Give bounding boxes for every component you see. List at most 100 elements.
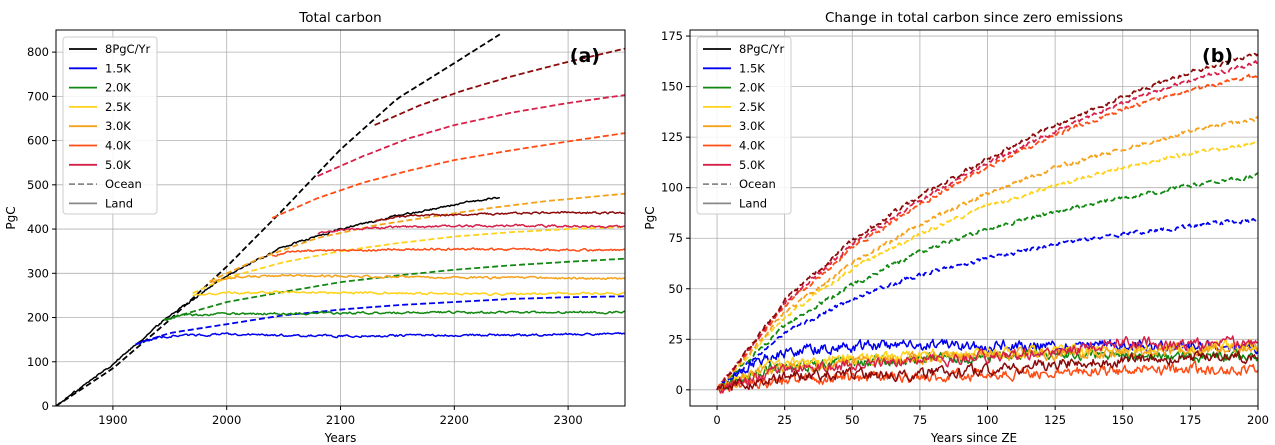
series-line: [716, 52, 1258, 391]
series-line: [716, 335, 1258, 394]
legend-label: 2.5K: [105, 100, 131, 114]
legend-label: 5.0K: [105, 158, 131, 172]
series-line: [716, 60, 1258, 391]
legend-item: 2.5K: [69, 100, 131, 114]
legend-label: 3.0K: [739, 119, 765, 133]
legend-box: [62, 36, 158, 215]
legend-item: Land: [703, 196, 767, 210]
x-tick-label: 0: [713, 413, 720, 427]
legend-label: 2.0K: [105, 81, 131, 95]
y-axis-label: PgC: [643, 206, 657, 229]
series-line: [164, 310, 625, 321]
series-line: [716, 140, 1258, 391]
x-tick-label: 2200: [440, 413, 469, 427]
legend-item: 2.0K: [703, 81, 765, 95]
chart-panel-a: Total carbon Years PgC (a) 1900 2000 2100 2…: [4, 10, 626, 445]
x-tick-label: 25: [777, 413, 792, 427]
series-line: [192, 290, 625, 297]
legend-label: 2.0K: [739, 81, 765, 95]
series-line: [716, 360, 1258, 393]
x-tick-label: 50: [845, 413, 860, 427]
y-tick-label: 125: [661, 130, 683, 144]
legend-label: 3.0K: [105, 119, 131, 133]
legend-item: 5.0K: [703, 158, 765, 172]
legend-box: [696, 36, 792, 215]
series-line: [374, 210, 625, 222]
y-tick-label: 75: [668, 231, 683, 245]
x-tick-label: 2000: [212, 413, 241, 427]
legend-label: 5.0K: [739, 158, 765, 172]
series-line: [192, 225, 625, 295]
y-tick-label: 150: [661, 80, 683, 94]
legend-item: 3.0K: [69, 119, 131, 133]
y-tick-label: 175: [661, 29, 683, 43]
y-tick-label: 50: [668, 282, 683, 296]
legend-item: Land: [69, 196, 133, 210]
panel-tag: (a): [570, 45, 600, 67]
y-tick-label: 0: [42, 399, 49, 413]
legend-item: 1.5K: [69, 61, 131, 75]
legend-item: 4.0K: [69, 139, 131, 153]
legend-label: 4.0K: [105, 139, 131, 153]
x-tick-label: 75: [913, 413, 928, 427]
x-tick-label: 100: [977, 413, 999, 427]
y-tick-label: 700: [27, 89, 49, 103]
series-group: [56, 33, 625, 406]
series-line: [716, 217, 1258, 391]
legend-label: Land: [739, 196, 767, 210]
legend-item: 2.5K: [703, 100, 765, 114]
y-tick-label: 100: [27, 355, 49, 369]
y-axis-label: PgC: [4, 206, 18, 229]
legend-item: Ocean: [69, 177, 142, 191]
y-tick-label: 800: [27, 45, 49, 59]
legend-item: Ocean: [703, 177, 776, 191]
chart-panel-b: Change in total carbon since zero emissi…: [643, 10, 1269, 445]
series-line: [317, 223, 625, 235]
x-axis-label: Years since ZE: [930, 431, 1017, 445]
series-line: [716, 73, 1258, 391]
series-line: [209, 273, 625, 283]
y-tick-label: 300: [27, 266, 49, 280]
y-tick-label: 100: [661, 181, 683, 195]
x-tick-label: 125: [1044, 413, 1066, 427]
series-line: [135, 331, 625, 345]
y-tick-label: 200: [27, 311, 49, 325]
series-line: [716, 115, 1258, 391]
series-line: [374, 47, 625, 126]
x-tick-label: 175: [1179, 413, 1201, 427]
x-tick-label: 2100: [326, 413, 355, 427]
legend-item: 3.0K: [703, 119, 765, 133]
legend-item: 1.5K: [703, 61, 765, 75]
x-tick-label: 150: [1112, 413, 1134, 427]
legend-item: 8PgC/Yr: [703, 42, 784, 56]
y-tick-label: 400: [27, 222, 49, 236]
x-axis-label: Years: [324, 431, 357, 445]
x-tick-label: 2300: [553, 413, 582, 427]
legend-item: 5.0K: [69, 158, 131, 172]
legend: 8PgC/Yr 1.5K 2.0K 2.5K 3.0K 4.0K 5.0K Ocean Land: [62, 36, 158, 215]
ticks: 0 25 50 75 100 125 150 175 200 0 25 50 75 100 125 150 17…: [661, 29, 1269, 427]
x-tick-label: 1900: [98, 413, 127, 427]
y-tick-label: 600: [27, 134, 49, 148]
legend-label: 1.5K: [105, 61, 131, 75]
legend-label: Ocean: [105, 177, 142, 191]
panel-tag: (b): [1202, 45, 1233, 67]
y-tick-label: 0: [676, 383, 683, 397]
legend-item: 4.0K: [703, 139, 765, 153]
chart-title: Total carbon: [298, 10, 381, 26]
legend: 8PgC/Yr 1.5K 2.0K 2.5K 3.0K 4.0K 5.0K Ocean Land: [696, 36, 792, 215]
y-tick-label: 500: [27, 178, 49, 192]
series-line: [716, 172, 1258, 391]
legend-label: 8PgC/Yr: [105, 42, 150, 56]
series-line: [272, 247, 625, 257]
legend-item: 2.0K: [69, 81, 131, 95]
series-line: [135, 295, 625, 345]
series-line: [271, 132, 625, 219]
legend-label: 1.5K: [739, 61, 765, 75]
plot-frame: [689, 29, 1259, 407]
y-tick-label: 25: [668, 332, 683, 346]
x-tick-label: 200: [1247, 413, 1269, 427]
series-line: [163, 257, 625, 321]
series-line: [56, 33, 501, 406]
